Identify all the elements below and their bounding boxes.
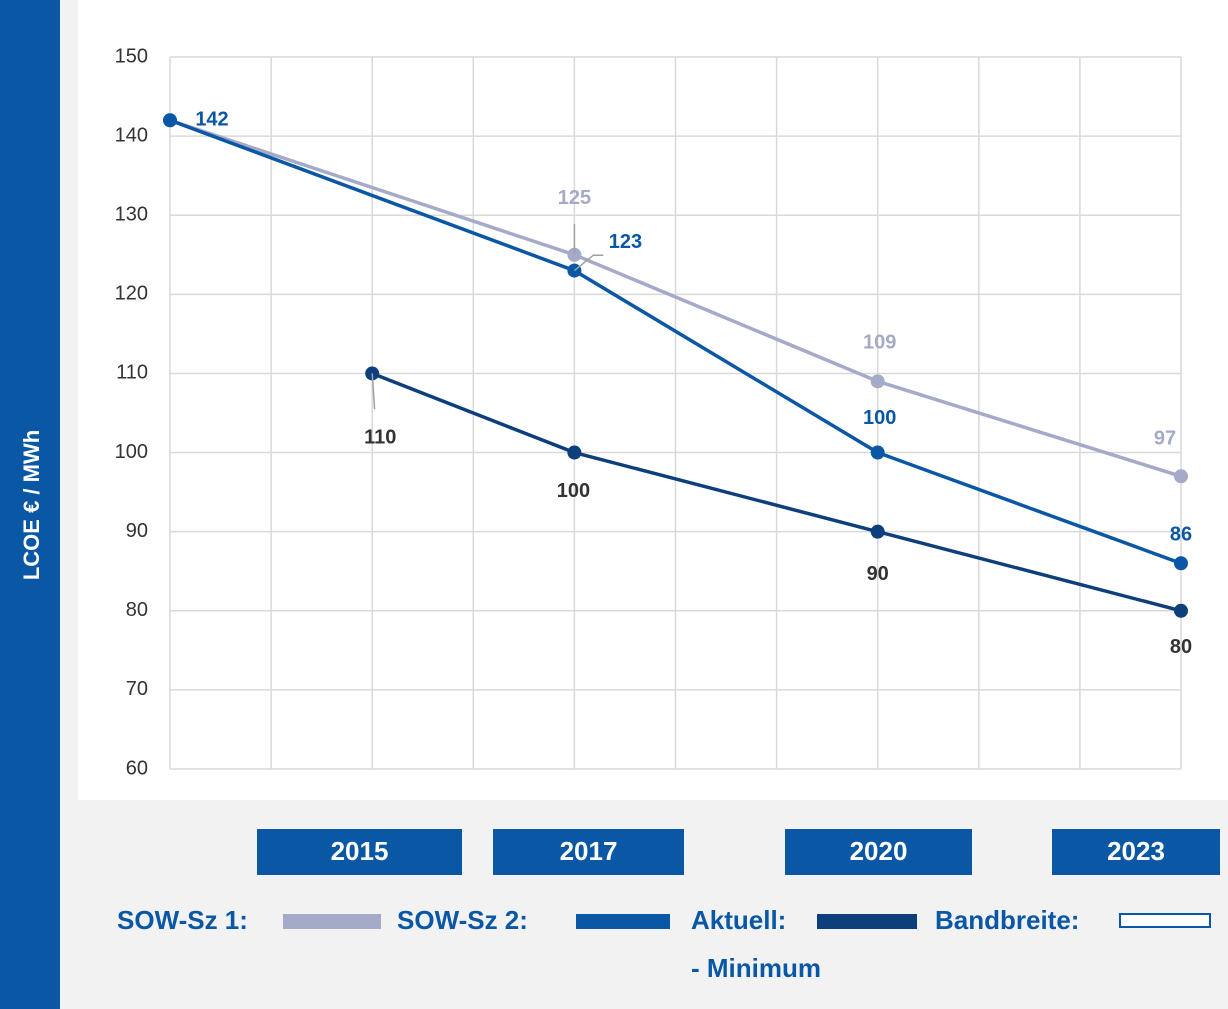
x-label-box [493, 829, 684, 875]
point [870, 524, 885, 539]
x-label: 2020 [850, 836, 908, 866]
x-label: 2017 [560, 836, 618, 866]
leader-line [371, 373, 376, 410]
legend-swatch [817, 914, 917, 929]
point [163, 113, 177, 128]
legend-swatch [576, 914, 670, 929]
data-label: 80 [1170, 636, 1192, 658]
y-tick-label: 150 [115, 45, 148, 67]
legend-label: - Minimum [691, 953, 821, 983]
data-label: 86 [1170, 524, 1192, 546]
x-label-box [785, 829, 972, 875]
point [870, 374, 885, 389]
x-label-box [1052, 829, 1220, 875]
y-axis-label: LCOE € / MWh [19, 430, 44, 580]
plot-area [78, 0, 1228, 800]
y-tick-label: 140 [115, 124, 148, 146]
data-label: 142 [195, 109, 228, 131]
series-line [371, 371, 1182, 613]
legend-swatch [1119, 913, 1211, 928]
y-axis-band [0, 0, 60, 1009]
y-tick-label: 60 [126, 757, 148, 779]
point [870, 445, 885, 460]
series-line [169, 118, 1182, 478]
legend-label: SOW-Sz 2: [397, 905, 528, 935]
x-label: 2023 [1107, 836, 1165, 866]
x-label: 2015 [331, 836, 389, 866]
point [1174, 469, 1188, 484]
x-label-box [257, 829, 462, 875]
legend-label: SOW-Sz 1: [117, 905, 248, 935]
point [1174, 556, 1188, 571]
data-label: 100 [557, 480, 590, 502]
data-label: 100 [863, 407, 896, 429]
y-tick-label: 130 [115, 204, 148, 226]
data-label: 125 [558, 187, 591, 209]
data-label: 123 [609, 231, 642, 253]
y-tick-label: 70 [126, 678, 148, 700]
y-tick-label: 90 [126, 520, 148, 542]
y-tick-label: 110 [116, 362, 148, 384]
point [567, 445, 582, 460]
series-line [169, 118, 1182, 565]
data-label: 110 [364, 427, 396, 449]
legend-label: Aktuell: [691, 905, 786, 935]
y-tick-label: 100 [115, 441, 148, 463]
data-label: 97 [1154, 428, 1176, 450]
y-tick-label: 80 [126, 599, 148, 621]
y-tick-label: 120 [115, 283, 148, 305]
legend-label: Bandbreite: [935, 905, 1079, 935]
point [1174, 603, 1188, 618]
legend-swatch [283, 914, 381, 929]
leader-line [573, 254, 604, 272]
data-label: 109 [863, 332, 896, 354]
data-label: 90 [867, 563, 889, 585]
